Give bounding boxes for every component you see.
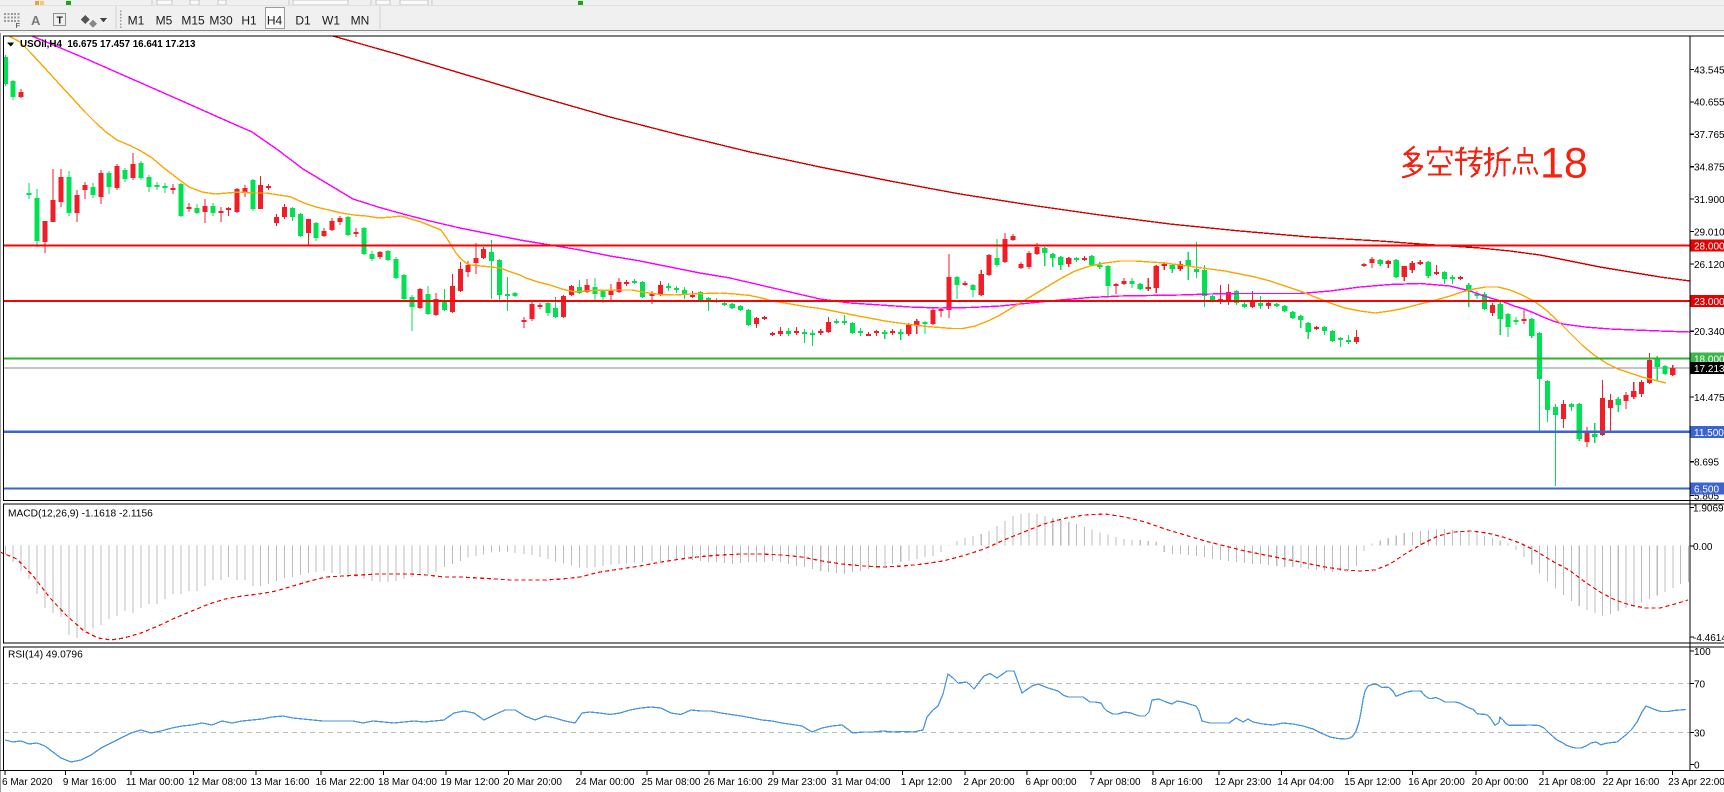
svg-text:25 Mar 08:00: 25 Mar 08:00 [642, 777, 701, 788]
svg-text:7 Apr 08:00: 7 Apr 08:00 [1089, 777, 1141, 788]
svg-text:RSI(14) 49.0796: RSI(14) 49.0796 [8, 650, 83, 661]
svg-text:D1: D1 [295, 14, 311, 28]
svg-text:29.010: 29.010 [1694, 227, 1724, 238]
svg-text:A: A [31, 13, 41, 28]
svg-text:20.340: 20.340 [1694, 327, 1724, 338]
svg-text:F: F [16, 21, 21, 30]
svg-text:M5: M5 [156, 14, 173, 28]
svg-text:23.000: 23.000 [1694, 297, 1724, 308]
svg-text:43.545: 43.545 [1694, 65, 1724, 76]
svg-text:23 Apr 22:00: 23 Apr 22:00 [1668, 777, 1724, 788]
svg-text:M30: M30 [209, 14, 233, 28]
svg-text:12 Apr 23:00: 12 Apr 23:00 [1215, 777, 1272, 788]
svg-text:MN: MN [351, 14, 370, 28]
svg-text:13 Mar 16:00: 13 Mar 16:00 [251, 777, 310, 788]
svg-text:16 Mar 22:00: 16 Mar 22:00 [316, 777, 375, 788]
svg-text:14 Apr 04:00: 14 Apr 04:00 [1277, 777, 1334, 788]
svg-text:37.765: 37.765 [1694, 130, 1724, 141]
svg-text:20 Apr 00:00: 20 Apr 00:00 [1472, 777, 1529, 788]
svg-text:34.875: 34.875 [1694, 163, 1724, 174]
svg-text:24 Mar 00:00: 24 Mar 00:00 [576, 777, 635, 788]
svg-text:30: 30 [1694, 728, 1706, 739]
svg-text:0: 0 [1694, 760, 1700, 771]
svg-text:18 Mar 04:00: 18 Mar 04:00 [378, 777, 437, 788]
svg-text:12 Mar 08:00: 12 Mar 08:00 [188, 777, 247, 788]
svg-text:70: 70 [1694, 679, 1706, 690]
svg-text:18.000: 18.000 [1694, 355, 1724, 366]
svg-text:8.695: 8.695 [1694, 458, 1719, 469]
svg-text:H1: H1 [241, 14, 257, 28]
svg-text:MACD(12,26,9) -1.1618 -2.1156: MACD(12,26,9) -1.1618 -2.1156 [8, 509, 153, 520]
svg-text:0.00: 0.00 [1693, 542, 1713, 553]
svg-text:40.655: 40.655 [1694, 98, 1724, 109]
svg-text:6.500: 6.500 [1694, 485, 1719, 496]
svg-text:22 Apr 16:00: 22 Apr 16:00 [1603, 777, 1660, 788]
svg-text:19 Mar 12:00: 19 Mar 12:00 [441, 777, 500, 788]
svg-text:2 Apr 20:00: 2 Apr 20:00 [963, 777, 1015, 788]
svg-text:H4: H4 [267, 14, 283, 28]
svg-text:11 Mar 00:00: 11 Mar 00:00 [126, 777, 185, 788]
svg-text:8 Apr 16:00: 8 Apr 16:00 [1151, 777, 1203, 788]
svg-text:9 Mar 16:00: 9 Mar 16:00 [63, 777, 117, 788]
svg-text:29 Mar 23:00: 29 Mar 23:00 [768, 777, 827, 788]
svg-text:6 Apr 00:00: 6 Apr 00:00 [1025, 777, 1077, 788]
svg-text:M15: M15 [181, 14, 205, 28]
svg-text:28.000: 28.000 [1694, 242, 1724, 253]
svg-text:15 Apr 12:00: 15 Apr 12:00 [1344, 777, 1401, 788]
svg-text:1.9069: 1.9069 [1693, 503, 1724, 514]
svg-text:16 Apr 20:00: 16 Apr 20:00 [1408, 777, 1465, 788]
svg-text:-4.4614: -4.4614 [1693, 633, 1724, 644]
svg-text:18: 18 [1540, 140, 1588, 188]
svg-text:26.120: 26.120 [1694, 260, 1724, 271]
svg-text:11.500: 11.500 [1694, 428, 1724, 439]
svg-text:T: T [57, 15, 64, 27]
svg-text:W1: W1 [322, 14, 340, 28]
svg-text:USOil,H4 16.675 17.457 16.641: USOil,H4 16.675 17.457 16.641 17.213 [20, 39, 196, 50]
svg-text:17.213: 17.213 [1694, 364, 1724, 375]
svg-text:31 Mar 04:00: 31 Mar 04:00 [832, 777, 891, 788]
svg-text:6 Mar 2020: 6 Mar 2020 [2, 777, 53, 788]
svg-text:21 Apr 08:00: 21 Apr 08:00 [1539, 777, 1596, 788]
svg-text:5.805: 5.805 [1694, 491, 1719, 502]
svg-text:31.900: 31.900 [1694, 195, 1724, 206]
svg-text:14.475: 14.475 [1694, 393, 1724, 404]
svg-text:100: 100 [1694, 647, 1711, 658]
svg-text:1 Apr 12:00: 1 Apr 12:00 [901, 777, 953, 788]
svg-text:26 Mar 16:00: 26 Mar 16:00 [704, 777, 763, 788]
svg-text:M1: M1 [128, 14, 145, 28]
svg-text:20 Mar 20:00: 20 Mar 20:00 [503, 777, 562, 788]
